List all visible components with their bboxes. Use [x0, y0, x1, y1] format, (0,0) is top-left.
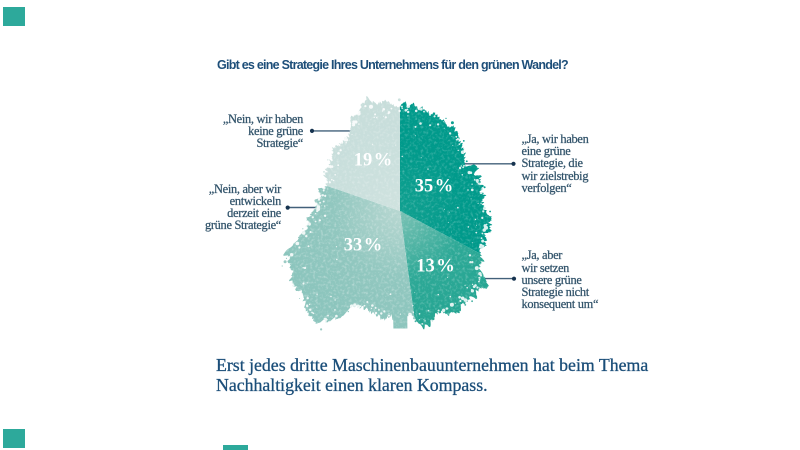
- svg-text:13 %: 13 %: [416, 257, 455, 277]
- svg-text:33 %: 33 %: [344, 236, 383, 256]
- svg-text:35 %: 35 %: [415, 177, 454, 197]
- svg-text:19 %: 19 %: [354, 151, 393, 171]
